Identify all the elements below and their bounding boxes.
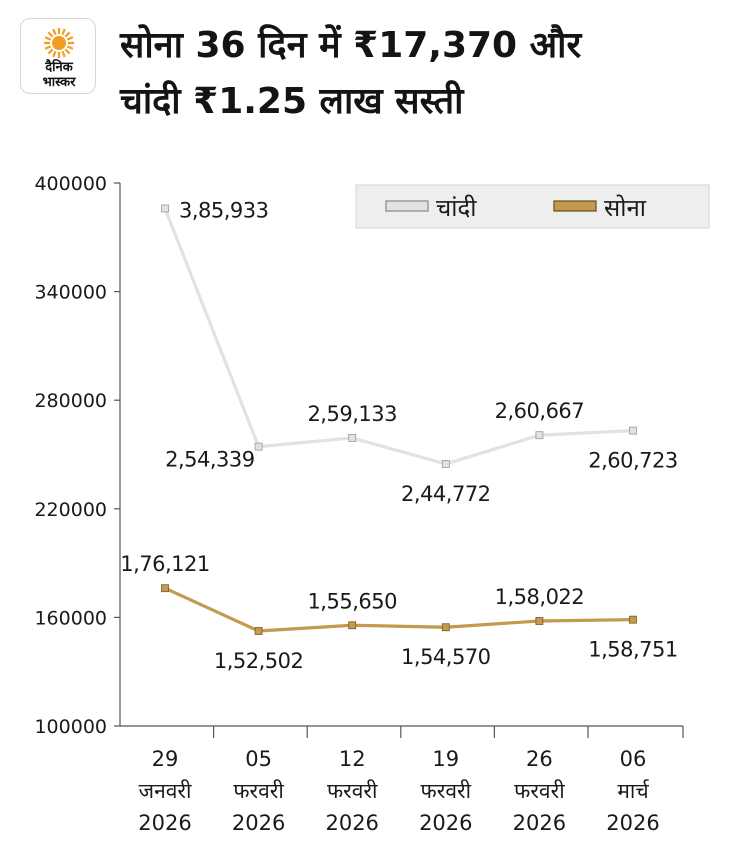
y-tick-label: 220000 bbox=[34, 499, 107, 521]
chart-title-line1: सोना 36 दिन में ₹17,370 और bbox=[120, 25, 582, 66]
silver-data-label: 2,60,667 bbox=[495, 399, 585, 423]
sun-ray bbox=[52, 28, 57, 36]
gold-legend-swatch bbox=[553, 200, 597, 212]
gold-point bbox=[441, 623, 450, 632]
sun-ray bbox=[64, 48, 71, 55]
x-tick-label: 26 bbox=[526, 747, 553, 771]
sun-ray bbox=[44, 45, 52, 50]
x-tick-label: जनवरी bbox=[139, 779, 193, 803]
silver-data-label: 3,85,933 bbox=[179, 198, 269, 222]
silver-data-label: 2,60,723 bbox=[588, 449, 678, 473]
silver-point bbox=[629, 426, 637, 435]
x-tick-label: 2026 bbox=[325, 811, 378, 835]
sun-ray bbox=[61, 50, 66, 58]
x-tick-label: 19 bbox=[432, 747, 459, 771]
y-tick-label: 340000 bbox=[34, 282, 107, 304]
x-tick-label: 2026 bbox=[138, 811, 191, 835]
x-tick-label: फरवरी bbox=[233, 779, 284, 803]
x-tick-label: फरवरी bbox=[327, 779, 378, 803]
x-tick-label: 06 bbox=[620, 747, 647, 771]
gold-data-label: 1,76,121 bbox=[120, 552, 210, 576]
silver-series-line bbox=[163, 207, 634, 466]
sun-ray bbox=[52, 50, 57, 58]
gold-data-label: 1,58,022 bbox=[495, 585, 585, 609]
logo-text-line1: दैनिक bbox=[44, 59, 73, 75]
gold-data-label: 1,58,751 bbox=[588, 638, 678, 662]
silver-data-label: 2,44,772 bbox=[401, 482, 491, 506]
y-tick-label: 160000 bbox=[34, 607, 107, 629]
x-tick-label: मार्च bbox=[617, 779, 649, 803]
silver-point bbox=[348, 434, 357, 442]
silver-data-label: 2,54,339 bbox=[165, 448, 255, 472]
sun-ray bbox=[66, 45, 74, 50]
gold-data-label: 1,52,502 bbox=[214, 649, 304, 673]
y-tick-label: 400000 bbox=[34, 173, 107, 195]
sun-ray bbox=[64, 31, 71, 38]
sun-ray bbox=[44, 36, 52, 41]
x-tick-label: 2026 bbox=[513, 811, 566, 835]
y-tick-label: 100000 bbox=[34, 716, 107, 738]
gold-point bbox=[254, 627, 263, 635]
gold-series-line bbox=[164, 586, 634, 633]
x-tick-label: फरवरी bbox=[421, 779, 472, 803]
silver-data-label: 2,59,133 bbox=[307, 402, 397, 426]
silver-legend-swatch bbox=[385, 200, 429, 212]
gold-data-label: 1,55,650 bbox=[307, 589, 397, 613]
sun-logo-icon: दैनिक भास्कर bbox=[43, 28, 77, 90]
y-tick-label: 280000 bbox=[34, 390, 107, 412]
silver-point bbox=[161, 204, 169, 213]
x-tick-label: 2026 bbox=[606, 811, 659, 835]
silver-point bbox=[441, 460, 450, 468]
x-tick-label: 12 bbox=[339, 747, 366, 771]
x-tick-label: 29 bbox=[152, 747, 179, 771]
x-tick-label: 2026 bbox=[232, 811, 285, 835]
silver-point bbox=[254, 442, 263, 451]
chart-title-line2: चांदी ₹1.25 लाख सस्ती bbox=[120, 81, 464, 122]
gold-point bbox=[629, 615, 637, 624]
gold-data-label: 1,54,570 bbox=[401, 645, 491, 669]
x-tick-label: 2026 bbox=[419, 811, 472, 835]
logo-text-line2: भास्कर bbox=[43, 75, 77, 90]
gold-point bbox=[348, 621, 357, 630]
gold-point bbox=[161, 584, 169, 593]
dainik-bhaskar-logo: दैनिक भास्कर bbox=[20, 18, 96, 94]
sun-ray bbox=[47, 48, 54, 55]
sun-ray bbox=[66, 36, 74, 41]
sun-ray bbox=[47, 31, 54, 38]
x-tick-label: 05 bbox=[245, 747, 272, 771]
silver-point bbox=[535, 431, 544, 440]
gold-legend-label: सोना bbox=[604, 194, 647, 222]
gold-point bbox=[535, 617, 544, 625]
x-tick-label: फरवरी bbox=[514, 779, 565, 803]
chart-title: सोना 36 दिन में ₹17,370 और चांदी ₹1.25 ल… bbox=[120, 18, 710, 130]
sun-ray bbox=[61, 28, 66, 36]
silver-legend-label: चांदी bbox=[436, 194, 477, 222]
